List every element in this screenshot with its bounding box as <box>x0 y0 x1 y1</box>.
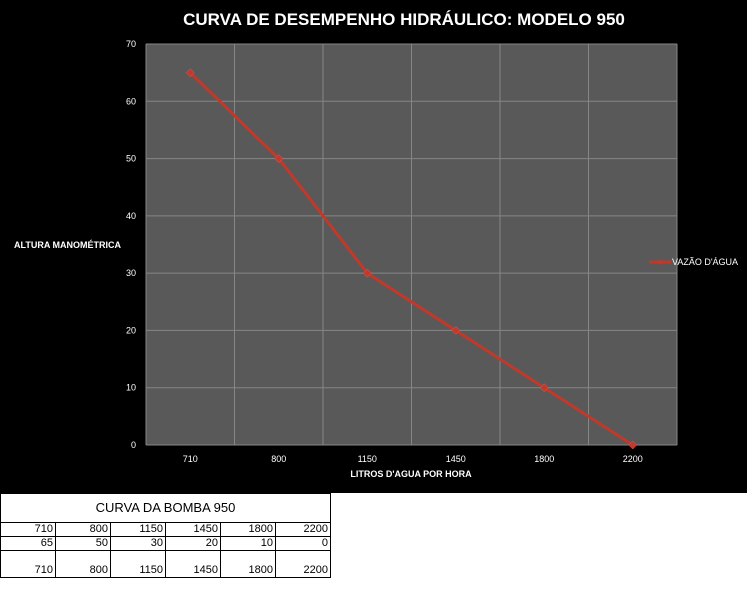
y-axis-title: ALTURA MANOMÉTRICA <box>14 240 121 250</box>
data-point <box>539 383 549 393</box>
x-tick-label: 1150 <box>358 454 377 464</box>
table-row: 710 800 1150 1450 1800 2200 <box>0 522 331 537</box>
table-cell: 30 <box>110 536 166 551</box>
table-cell: 2200 <box>275 522 331 537</box>
x-tick-label: 710 <box>183 454 198 464</box>
table-cell: 1150 <box>110 564 166 578</box>
data-point <box>628 440 638 450</box>
y-tick-label: 20 <box>126 325 136 335</box>
x-tick-label: 2200 <box>623 454 643 464</box>
table-row: 710 800 1150 1450 1800 2200 <box>0 564 331 578</box>
x-axis-title: LITROS D'AGUA POR HORA <box>350 469 472 479</box>
legend-marker <box>657 259 663 265</box>
table-cell: 10 <box>220 536 276 551</box>
y-tick-label: 70 <box>126 39 136 49</box>
y-tick-label: 40 <box>126 211 136 221</box>
table-cell: 1150 <box>110 522 166 537</box>
table-cell: 710 <box>0 522 56 537</box>
series-layer <box>185 68 638 450</box>
table-cell: 0 <box>275 536 331 551</box>
table-cell <box>165 550 221 564</box>
table-cell <box>55 550 111 564</box>
grid-lines <box>145 43 678 446</box>
table-cell <box>220 550 276 564</box>
table-cell: 800 <box>55 522 111 537</box>
table-cell: 800 <box>55 564 111 578</box>
data-table: CURVA DA BOMBA 950 710 800 1150 1450 180… <box>0 493 331 578</box>
data-point <box>274 154 284 163</box>
table-cell: 1450 <box>165 522 221 537</box>
y-tick-label: 50 <box>126 154 136 164</box>
table-row: 65 50 30 20 10 0 <box>0 536 331 551</box>
table-cell <box>110 550 166 564</box>
series-line <box>189 71 634 447</box>
line-chart: CURVA DE DESEMPENHO HIDRÁULICO: MODELO 9… <box>14 10 738 479</box>
table-cell: 1450 <box>165 564 221 578</box>
y-axis-ticks: 0 10 20 30 40 50 60 70 <box>126 39 136 450</box>
chart-area: CURVA DE DESEMPENHO HIDRÁULICO: MODELO 9… <box>0 0 747 493</box>
table-cell <box>0 550 56 564</box>
x-axis-ticks: 710 800 1150 1450 1800 2200 <box>183 454 643 464</box>
table-cell <box>275 550 331 564</box>
table-title-row: CURVA DA BOMBA 950 <box>0 493 331 523</box>
data-point <box>185 68 195 77</box>
y-tick-label: 60 <box>126 96 136 106</box>
table-cell: 1800 <box>220 522 276 537</box>
chart-title: CURVA DE DESEMPENHO HIDRÁULICO: MODELO 9… <box>183 10 625 29</box>
data-point <box>451 326 461 335</box>
table-row <box>0 550 331 564</box>
table-cell: 1800 <box>220 564 276 578</box>
table-cell: 20 <box>165 536 221 551</box>
table-cell: 2200 <box>275 564 331 578</box>
table-cell: 710 <box>0 564 56 578</box>
table-title: CURVA DA BOMBA 950 <box>0 493 331 523</box>
y-tick-label: 10 <box>126 383 136 393</box>
x-tick-label: 1800 <box>534 454 554 464</box>
y-tick-label: 30 <box>126 268 136 278</box>
table-cell: 50 <box>55 536 111 551</box>
data-point <box>362 268 372 278</box>
x-tick-label: 1450 <box>446 454 466 464</box>
table-cell: 65 <box>0 536 56 551</box>
legend-label: VAZÃO D'ÁGUA <box>672 257 738 267</box>
legend: VAZÃO D'ÁGUA <box>649 257 738 267</box>
x-tick-label: 800 <box>271 454 286 464</box>
y-tick-label: 0 <box>131 440 136 450</box>
